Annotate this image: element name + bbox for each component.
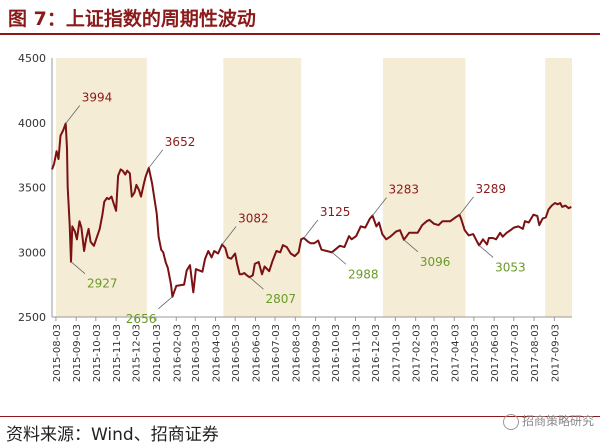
y-tick-label: 4500 <box>18 52 46 65</box>
y-tick-label: 3000 <box>18 246 46 259</box>
annotation-leader <box>403 239 419 253</box>
shaded-period-1 <box>223 58 302 317</box>
data-label-peak: 3125 <box>320 205 351 219</box>
annotation-leader <box>459 196 474 216</box>
data-label-trough: 2807 <box>266 292 297 306</box>
x-tick-label: 2016-10-03 <box>331 324 342 382</box>
watermark: 招商策略研究 <box>502 412 594 430</box>
data-label-trough: 2988 <box>348 267 379 281</box>
x-tick-label: 2016-07-03 <box>271 324 282 382</box>
data-label-peak: 3289 <box>475 182 506 196</box>
title-divider <box>0 33 600 35</box>
x-tick-label: 2015-11-03 <box>112 324 123 382</box>
x-tick-label: 2016-09-03 <box>312 324 323 382</box>
x-tick-label: 2017-06-03 <box>490 324 501 382</box>
series-line-0 <box>51 122 572 298</box>
shaded-period-2 <box>382 58 466 317</box>
x-tick-label: 2016-03-03 <box>191 324 202 382</box>
y-tick-label: 3500 <box>18 182 46 195</box>
x-tick-label: 2017-01-03 <box>391 324 402 382</box>
annotation-leader <box>148 149 164 169</box>
x-tick-label: 2016-04-03 <box>212 324 223 382</box>
source-note: 资料来源：Wind、招商证券 <box>6 425 219 445</box>
data-label-peak: 3283 <box>389 183 420 197</box>
x-tick-label: 2015-08-03 <box>52 324 63 382</box>
watermark-text: 招商策略研究 <box>521 414 594 428</box>
x-tick-label: 2017-07-03 <box>510 324 521 382</box>
line-chart: 2500 3000 3500 4000 4500 2015-08-03 2015-09-0… <box>18 52 572 382</box>
x-tick-label: 2017-05-03 <box>470 324 481 382</box>
shaded-periods <box>55 58 572 317</box>
y-tick-label: 4000 <box>18 117 46 130</box>
x-tick-label: 2017-03-03 <box>430 324 441 382</box>
annotation-leader <box>478 245 494 258</box>
x-tick-label: 2017-09-03 <box>550 324 561 382</box>
data-label-trough: 2927 <box>87 277 118 291</box>
annotation-leader <box>249 276 264 290</box>
data-label-peak: 3994 <box>82 91 113 105</box>
x-axis: 2015-08-03 2015-09-03 2015-10-03 2015-11-03… <box>52 316 572 382</box>
x-tick-label: 2017-04-03 <box>450 324 461 382</box>
x-tick-label: 2017-02-03 <box>412 324 423 382</box>
x-tick-label: 2016-06-03 <box>251 324 262 382</box>
x-tick-label: 2016-12-03 <box>371 324 382 382</box>
x-tick-label: 2016-11-03 <box>351 324 362 382</box>
shaded-period-3 <box>545 58 572 317</box>
x-tick-label: 2016-08-03 <box>291 324 302 382</box>
annotation-leader <box>303 219 319 239</box>
annotation-layer: 3994 2927 3652 2656 3082 2807 3125 2988 3283 3096… <box>65 91 526 326</box>
x-tick-label: 2015-09-03 <box>72 324 83 382</box>
x-tick-label: 2017-08-03 <box>530 324 541 382</box>
data-label-peak: 3652 <box>165 135 196 149</box>
figure-title: 图 7：上证指数的周期性波动 <box>8 8 256 30</box>
x-tick-label: 2016-01-03 <box>152 324 163 382</box>
x-tick-label: 2016-02-03 <box>172 324 183 382</box>
footer-divider <box>0 416 600 417</box>
y-tick-label: 2500 <box>18 311 46 324</box>
annotation-leader <box>70 261 86 275</box>
series-layer <box>51 122 572 298</box>
annotation-leader <box>158 296 173 310</box>
data-label-trough: 3096 <box>420 255 451 269</box>
annotation-leader <box>372 197 387 216</box>
x-tick-label: 2015-12-03 <box>132 324 143 382</box>
data-label-trough: 2656 <box>126 312 157 326</box>
annotation-leader <box>65 105 81 124</box>
y-axis: 2500 3000 3500 4000 4500 <box>18 52 53 324</box>
x-tick-label: 2015-10-03 <box>92 324 103 382</box>
wechat-icon <box>502 413 519 430</box>
data-label-peak: 3082 <box>238 211 269 225</box>
data-label-trough: 3053 <box>495 260 526 274</box>
annotation-leader <box>221 226 237 245</box>
x-tick-label: 2016-05-03 <box>231 324 242 382</box>
annotation-leader <box>331 251 347 265</box>
